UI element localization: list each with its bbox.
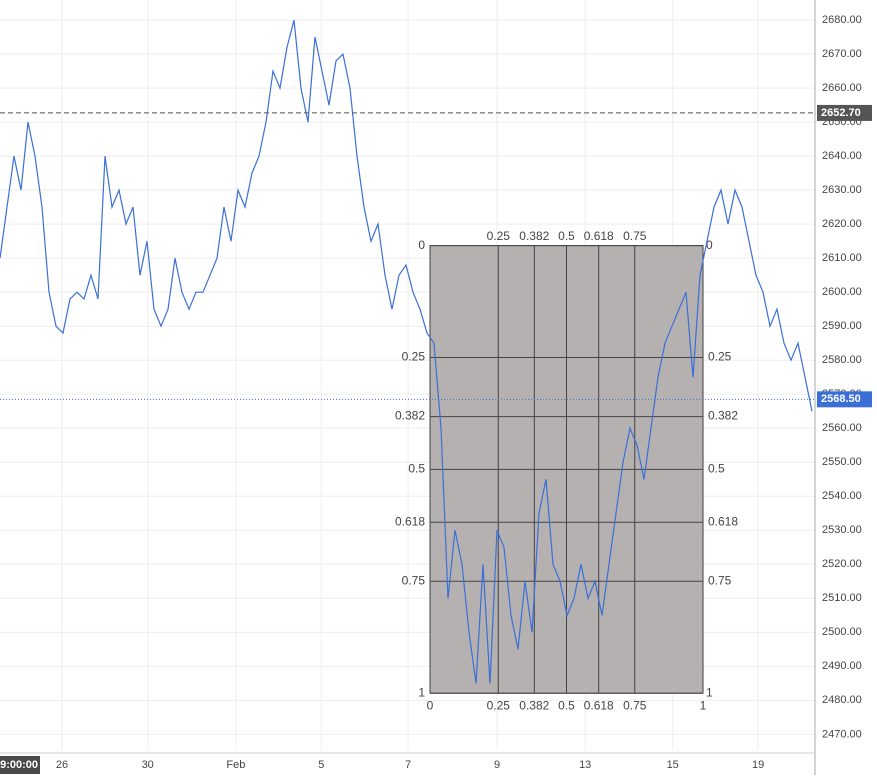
gann-label-left: 0 <box>418 238 425 252</box>
y-tick-label: 2490.00 <box>822 660 862 672</box>
x-tick-label: 19 <box>752 759 764 771</box>
gann-label-top: 0.382 <box>519 229 549 243</box>
y-tick-label: 2600.00 <box>822 286 862 298</box>
y-tick-label: 2590.00 <box>822 320 862 332</box>
x-tick-label: 7 <box>405 759 411 771</box>
gann-label-top: 0.75 <box>623 229 647 243</box>
gann-label-bottom: 0.5 <box>558 698 575 712</box>
x-tick-label: 13 <box>579 759 591 771</box>
y-tick-label: 2630.00 <box>822 184 862 196</box>
gann-label-right: 0.618 <box>708 514 738 528</box>
x-tick-label: 15 <box>667 759 679 771</box>
gann-label-left: 0.25 <box>402 350 426 364</box>
gann-label-top: 0.25 <box>487 229 511 243</box>
gann-label-left: 0.75 <box>402 573 426 587</box>
y-tick-label: 2560.00 <box>822 422 862 434</box>
gann-label-bottom: 0.618 <box>584 698 614 712</box>
gann-label-right: 0.5 <box>708 462 725 476</box>
y-tick-label: 2520.00 <box>822 558 862 570</box>
y-tick-label: 2610.00 <box>822 252 862 264</box>
y-tick-label: 2500.00 <box>822 626 862 638</box>
y-tick-label: 2480.00 <box>822 694 862 706</box>
gann-label-left: 1 <box>418 685 425 699</box>
gann-label-right: 1 <box>706 685 713 699</box>
x-tick-label: 26 <box>56 759 68 771</box>
y-tick-label: 2670.00 <box>822 48 862 60</box>
gann-label-left: 0.382 <box>395 409 425 423</box>
x-tick-label: 5 <box>318 759 324 771</box>
price-level-box <box>817 104 872 121</box>
gann-label-left: 0.618 <box>395 514 425 528</box>
y-tick-label: 2540.00 <box>822 490 862 502</box>
x-tick-label: 9 <box>494 759 500 771</box>
gann-label-right: 0.75 <box>708 573 732 587</box>
price-level-label: 2568.50 <box>821 393 861 405</box>
gann-label-bottom: 0 <box>427 698 434 712</box>
price-level-box <box>817 391 872 408</box>
y-tick-label: 2470.00 <box>822 728 862 740</box>
crosshair-label-box <box>0 756 40 774</box>
gann-label-bottom: 0.75 <box>623 698 647 712</box>
y-tick-label: 2530.00 <box>822 524 862 536</box>
x-tick-label: Feb <box>226 759 245 771</box>
crosshair-label: 09:00:00 <box>0 759 38 771</box>
gann-label-right: 0 <box>706 238 713 252</box>
x-tick-label: 30 <box>142 759 154 771</box>
y-tick-label: 2550.00 <box>822 456 862 468</box>
gann-label-right: 0.25 <box>708 350 732 364</box>
y-tick-label: 2580.00 <box>822 354 862 366</box>
gann-label-left: 0.5 <box>408 462 425 476</box>
gann-label-top: 0.618 <box>584 229 614 243</box>
y-tick-label: 2640.00 <box>822 150 862 162</box>
price-line <box>0 19 813 684</box>
price-level-label: 2652.70 <box>821 107 861 119</box>
y-tick-label: 2620.00 <box>822 218 862 230</box>
gann-label-bottom: 0.25 <box>487 698 511 712</box>
gann-label-top: 0.5 <box>558 229 575 243</box>
y-tick-label: 2660.00 <box>822 82 862 94</box>
gann-label-right: 0.382 <box>708 409 738 423</box>
y-tick-label: 2680.00 <box>822 14 862 26</box>
gann-label-bottom: 1 <box>700 698 707 712</box>
y-tick-label: 2510.00 <box>822 592 862 604</box>
gann-label-bottom: 0.382 <box>519 698 549 712</box>
